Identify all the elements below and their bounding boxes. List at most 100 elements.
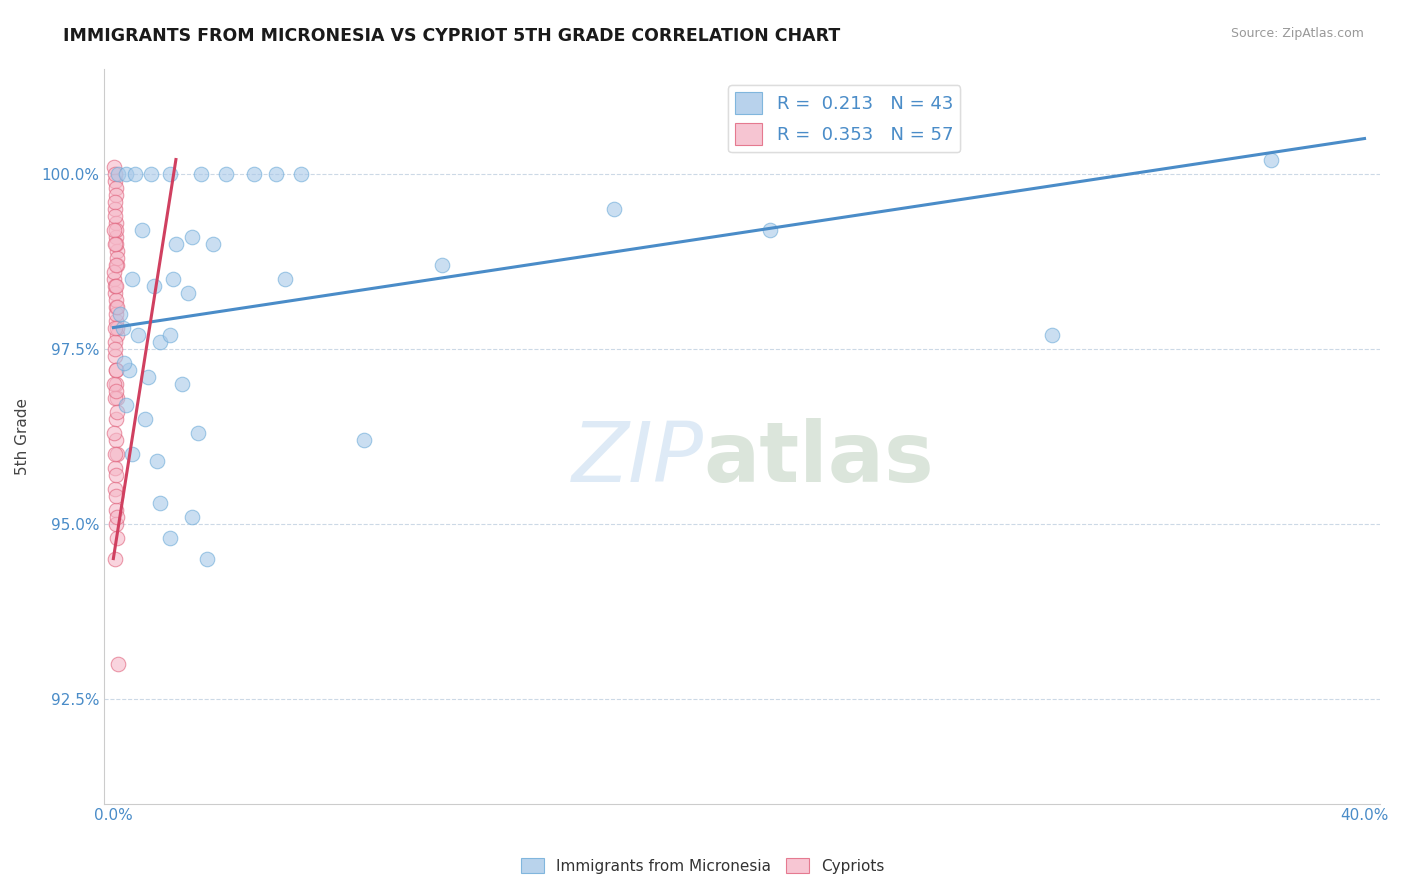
Text: atlas: atlas <box>704 417 935 499</box>
Point <box>353 433 375 447</box>
Text: Source: ZipAtlas.com: Source: ZipAtlas.com <box>1230 27 1364 40</box>
Point <box>104 258 127 272</box>
Legend: R =  0.213   N = 43, R =  0.353   N = 57: R = 0.213 N = 43, R = 0.353 N = 57 <box>728 85 960 153</box>
Point <box>103 160 125 174</box>
Point <box>105 489 128 503</box>
Point <box>105 300 128 314</box>
Point <box>124 167 146 181</box>
Point <box>264 167 287 181</box>
Point <box>243 167 266 181</box>
Point <box>105 251 128 265</box>
Y-axis label: 5th Grade: 5th Grade <box>15 398 30 475</box>
Point <box>202 236 225 251</box>
Point <box>104 362 127 376</box>
Point <box>104 209 127 223</box>
Point <box>104 349 127 363</box>
Point <box>159 531 181 545</box>
Point <box>108 307 131 321</box>
Point <box>131 222 153 236</box>
Point <box>104 293 127 307</box>
Point <box>180 509 202 524</box>
Point <box>430 258 453 272</box>
Point <box>104 446 127 460</box>
Point <box>159 327 181 342</box>
Point <box>149 334 172 349</box>
Point <box>107 657 129 671</box>
Point <box>104 202 127 216</box>
Point <box>105 229 128 244</box>
Point <box>104 391 127 405</box>
Point <box>1040 327 1063 342</box>
Legend: Immigrants from Micronesia, Cypriots: Immigrants from Micronesia, Cypriots <box>515 852 891 880</box>
Point <box>104 342 127 356</box>
Point <box>195 551 218 566</box>
Point <box>104 180 127 194</box>
Point <box>105 244 128 258</box>
Point <box>165 236 187 251</box>
Point <box>104 222 127 236</box>
Point <box>105 187 128 202</box>
Point <box>104 194 127 209</box>
Point <box>105 404 128 418</box>
Point <box>103 376 125 391</box>
Point <box>104 460 127 475</box>
Point <box>177 285 200 300</box>
Point <box>118 362 141 376</box>
Point <box>105 236 128 251</box>
Text: IMMIGRANTS FROM MICRONESIA VS CYPRIOT 5TH GRADE CORRELATION CHART: IMMIGRANTS FROM MICRONESIA VS CYPRIOT 5T… <box>63 27 841 45</box>
Point <box>115 398 138 412</box>
Point <box>103 271 125 285</box>
Point <box>143 278 166 293</box>
Point <box>104 173 127 187</box>
Point <box>105 433 128 447</box>
Point <box>121 271 143 285</box>
Point <box>1260 153 1282 167</box>
Point <box>104 502 127 516</box>
Point <box>290 167 312 181</box>
Point <box>139 167 162 181</box>
Point <box>105 516 128 531</box>
Point <box>103 222 125 236</box>
Point <box>172 376 194 391</box>
Point <box>107 258 129 272</box>
Point <box>103 264 125 278</box>
Point <box>105 391 128 405</box>
Point <box>603 202 626 216</box>
Point <box>104 362 127 376</box>
Point <box>162 271 184 285</box>
Point <box>134 411 156 425</box>
Point <box>105 376 128 391</box>
Point <box>105 509 128 524</box>
Point <box>107 167 129 181</box>
Point <box>104 320 127 334</box>
Point <box>190 167 212 181</box>
Point <box>105 278 128 293</box>
Point <box>105 531 128 545</box>
Point <box>136 369 159 384</box>
Point <box>104 467 127 482</box>
Point <box>105 327 128 342</box>
Point <box>187 425 209 440</box>
Point <box>274 271 297 285</box>
Point <box>104 278 127 293</box>
Point <box>105 446 128 460</box>
Point <box>105 307 128 321</box>
Point <box>146 453 169 467</box>
Point <box>105 313 128 327</box>
Point <box>111 320 134 334</box>
Point <box>104 285 127 300</box>
Point <box>121 446 143 460</box>
Point <box>104 411 127 425</box>
Point <box>215 167 238 181</box>
Point <box>149 495 172 509</box>
Point <box>104 482 127 496</box>
Point <box>103 425 125 440</box>
Point <box>105 384 128 398</box>
Point <box>104 300 127 314</box>
Point <box>115 167 138 181</box>
Point <box>159 167 181 181</box>
Point <box>104 215 127 229</box>
Point <box>104 167 127 181</box>
Point <box>112 355 135 369</box>
Text: ZIP: ZIP <box>572 417 704 499</box>
